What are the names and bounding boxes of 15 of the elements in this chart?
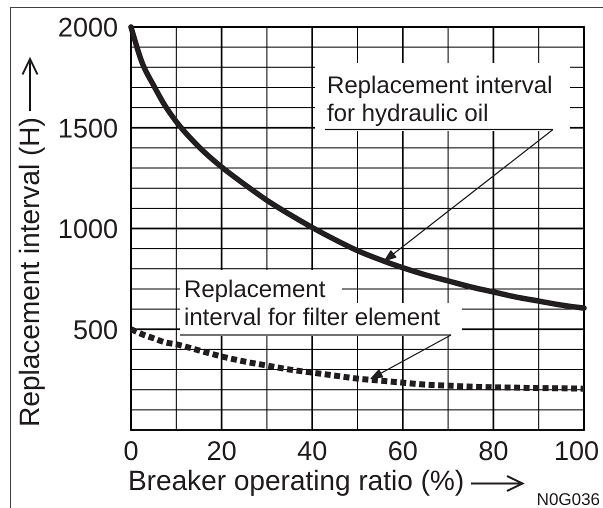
x-tick-label: 0: [123, 436, 139, 466]
y-tick-label: 2000: [58, 12, 118, 42]
x-tick-label: 80: [478, 436, 508, 466]
x-axis-title: Breaker operating ratio (%): [128, 465, 464, 496]
y-tick-label: 500: [72, 314, 118, 345]
x-tick-label: 100: [554, 436, 600, 466]
y-axis-title: Replacement interval (H): [14, 117, 45, 427]
y-tick-label: 1500: [58, 113, 118, 144]
x-tick-label: 40: [297, 436, 328, 466]
annotation: Replacement interval for hydraulic oil: [327, 72, 552, 127]
text: N0G036: [536, 490, 600, 508]
annotation: Replacement interval for filter element: [184, 276, 440, 331]
x-tick-label: 60: [388, 436, 418, 466]
x-tick-label: 20: [206, 436, 237, 466]
y-tick-label: 1000: [58, 214, 118, 244]
